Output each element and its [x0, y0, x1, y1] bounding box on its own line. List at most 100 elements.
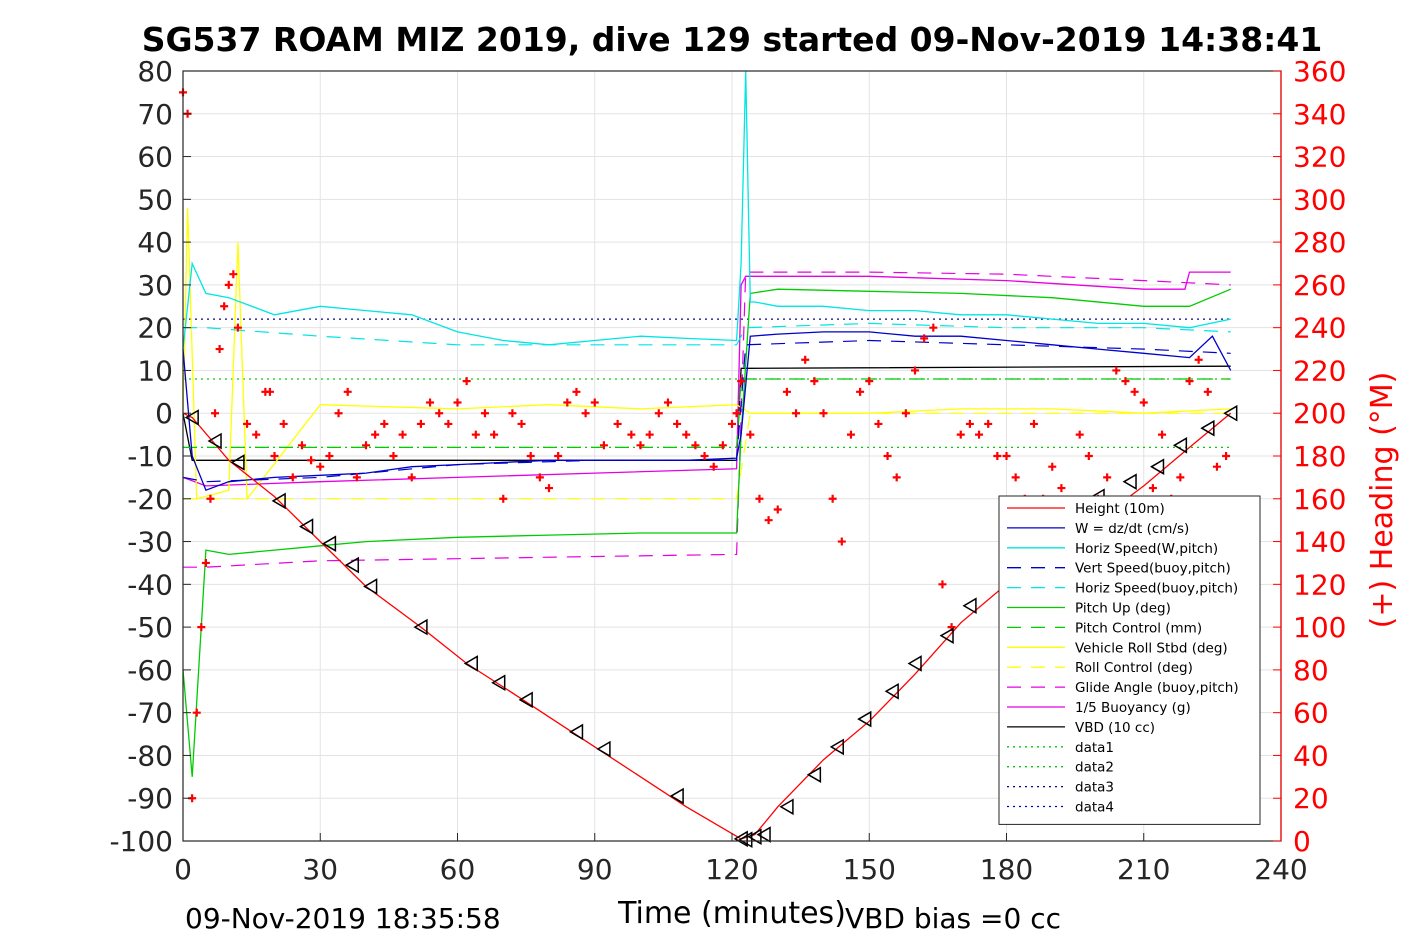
- heading-marker: [1148, 484, 1157, 493]
- depth-marker: [299, 518, 314, 535]
- y-tick-label-left: 20: [137, 312, 173, 345]
- heading-marker: [654, 409, 663, 418]
- heading-marker: [252, 430, 261, 439]
- y-tick-label-right: 40: [1293, 739, 1329, 772]
- y-tick-label-left: -60: [127, 654, 173, 687]
- depth-marker: [207, 432, 222, 450]
- heading-marker: [792, 409, 801, 418]
- heading-marker: [215, 345, 224, 354]
- heading-marker: [1130, 387, 1139, 396]
- footer-vbd-bias: VBD bias =0 cc: [845, 902, 1061, 935]
- axes: 0 30 60 90 120 150 180 210 240-100-90-80-70-60-5…: [109, 55, 1346, 886]
- y-tick-label-left: -80: [127, 739, 173, 772]
- legend-label: data4: [1075, 800, 1114, 816]
- y-tick-label-right: 340: [1293, 98, 1346, 131]
- heading-marker: [517, 419, 526, 428]
- heading-marker: [1112, 366, 1121, 375]
- depth-marker: [363, 578, 378, 595]
- heading-marker: [233, 323, 242, 332]
- heading-marker: [764, 516, 773, 525]
- depth-marker: [738, 831, 753, 849]
- heading-marker: [1103, 473, 1112, 482]
- depth-marker: [413, 618, 428, 636]
- series-line: [183, 412, 1231, 500]
- heading-marker: [728, 419, 736, 428]
- heading-marker: [325, 452, 334, 460]
- heading-marker: [1176, 473, 1185, 482]
- y-tick-label-right: 60: [1293, 697, 1329, 730]
- legend-label: VBD (10 cc): [1075, 720, 1155, 736]
- depth-marker: [271, 492, 286, 510]
- heading-marker: [1158, 430, 1167, 439]
- heading-marker: [270, 452, 279, 460]
- heading-marker: [663, 398, 672, 407]
- heading-marker: [1139, 398, 1148, 407]
- heading-marker: [462, 377, 471, 386]
- heading-marker: [1029, 419, 1038, 428]
- heading-marker: [220, 302, 229, 311]
- heading-marker: [572, 387, 581, 396]
- heading-marker: [828, 494, 837, 503]
- heading-marker: [362, 441, 370, 450]
- heading-marker: [211, 409, 220, 418]
- depth-marker: [806, 766, 822, 783]
- legend-label: data2: [1075, 760, 1114, 776]
- heading-marker: [801, 355, 810, 364]
- heading-marker: [993, 452, 1002, 460]
- heading-marker: [929, 323, 938, 332]
- heading-marker: [865, 377, 874, 386]
- legend-label: Roll Control (deg): [1075, 660, 1193, 676]
- heading-marker: [1075, 430, 1084, 439]
- heading-marker: [590, 398, 599, 407]
- heading-marker: [599, 441, 608, 450]
- heading-marker: [426, 398, 435, 407]
- x-tick-label: 120: [705, 853, 758, 886]
- depth-marker: [962, 597, 977, 615]
- heading-marker: [453, 398, 462, 407]
- depth-marker: [463, 655, 478, 672]
- heading-marker: [810, 377, 819, 386]
- legend-label: data3: [1075, 780, 1114, 796]
- depth-marker: [491, 674, 506, 692]
- heading-marker: [398, 430, 407, 439]
- y-tick-label-right: 0: [1293, 825, 1311, 858]
- heading-marker: [673, 419, 682, 428]
- x-tick-label: 150: [843, 853, 896, 886]
- depth-marker: [321, 535, 337, 552]
- y-tick-label-left: 60: [137, 141, 173, 174]
- heading-marker: [407, 473, 416, 482]
- heading-marker: [508, 409, 517, 418]
- series-line: [182, 339, 1231, 483]
- heading-marker: [192, 708, 201, 717]
- series-line: [182, 288, 1231, 777]
- heading-marker: [316, 462, 325, 471]
- heading-marker: [581, 409, 590, 418]
- depth-marker: [184, 409, 199, 426]
- heading-marker: [819, 409, 828, 418]
- heading-marker: [545, 484, 553, 493]
- y-tick-label-left: -90: [127, 782, 173, 815]
- heading-marker: [243, 419, 252, 428]
- y-tick-label-right: 100: [1293, 611, 1346, 644]
- heading-marker: [938, 580, 947, 589]
- heading-marker: [554, 452, 563, 460]
- y-tick-label-right: 20: [1293, 782, 1329, 815]
- y-tick-label-right: 360: [1293, 55, 1346, 88]
- heading-marker: [613, 419, 622, 428]
- depth-marker: [1172, 437, 1188, 454]
- y-tick-label-right: 240: [1293, 312, 1346, 345]
- y-tick-label-right: 160: [1293, 483, 1346, 516]
- depth-marker: [733, 830, 748, 848]
- x-tick-label: 240: [1254, 853, 1307, 886]
- depth-marker: [1122, 473, 1137, 490]
- heading-marker: [737, 377, 746, 386]
- heading-marker: [352, 473, 361, 482]
- heading-marker: [380, 419, 389, 428]
- heading-marker: [201, 558, 210, 567]
- series-line: [182, 70, 1231, 350]
- depth-marker: [1223, 404, 1238, 422]
- heading-marker: [892, 473, 901, 482]
- y-tick-label-left: -20: [127, 483, 173, 516]
- x-axis-label: Time (minutes): [617, 896, 846, 931]
